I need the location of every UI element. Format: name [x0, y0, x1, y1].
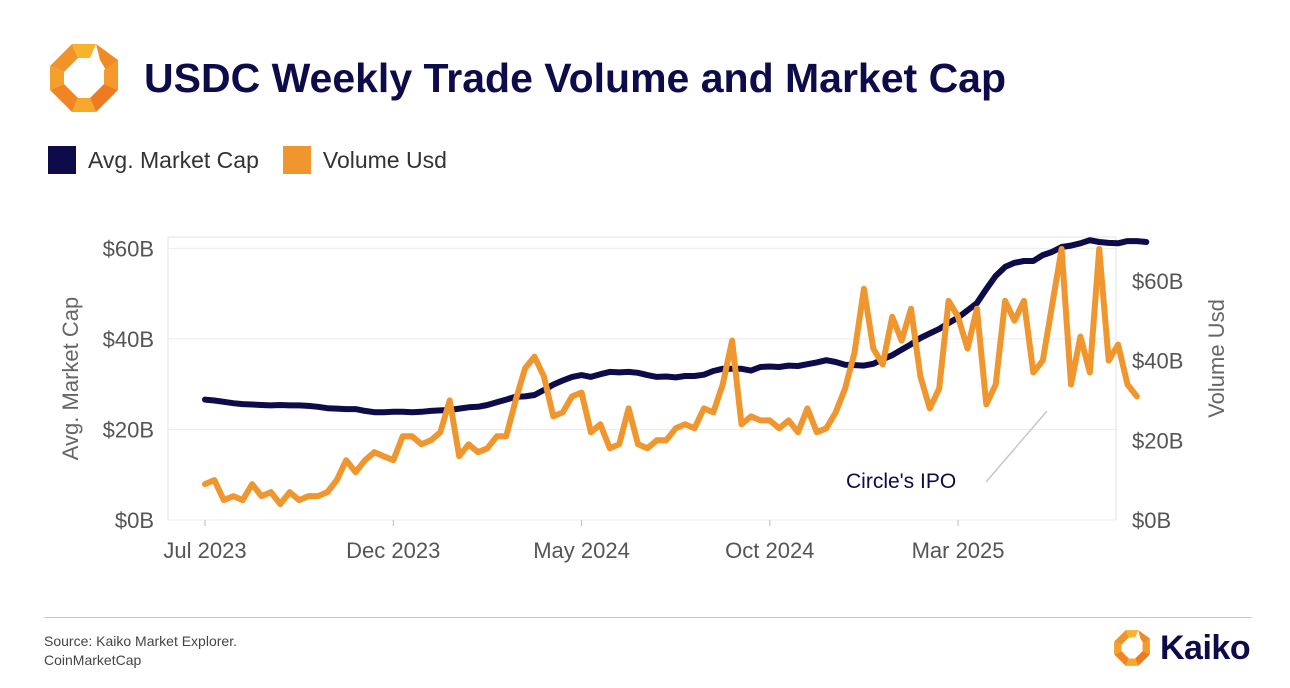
- x-tick-label: Dec 2023: [346, 538, 440, 563]
- x-tick-label: Oct 2024: [725, 538, 814, 563]
- left-tick-label: $0B: [115, 508, 154, 533]
- right-tick-label: $0B: [1132, 508, 1171, 533]
- footer-divider: [44, 617, 1252, 618]
- right-tick-label: $60B: [1132, 269, 1183, 294]
- line-chart: $0B $20B $40B $60B $0B $20B $40B $60B Jul 2023 De…: [58, 236, 1229, 563]
- left-tick-label: $20B: [103, 417, 154, 442]
- right-axis-title: Volume Usd: [1204, 299, 1229, 418]
- x-tick-label: May 2024: [533, 538, 630, 563]
- brand-name: Kaiko: [1160, 628, 1251, 667]
- legend-label-volume: Volume Usd: [322, 146, 447, 173]
- legend-label-market-cap: Avg. Market Cap: [88, 146, 259, 173]
- legend: Avg. Market Cap Volume Usd: [48, 146, 471, 174]
- legend-swatch-market-cap: [48, 146, 76, 174]
- source-line-1: Source: Kaiko Market Explorer.: [44, 633, 237, 649]
- market-cap-line: [202, 237, 1150, 416]
- brand: Kaiko: [1112, 628, 1251, 668]
- x-tick-label: Mar 2025: [912, 538, 1005, 563]
- legend-item-volume: Volume Usd: [282, 146, 447, 174]
- left-tick-label: $40B: [103, 327, 154, 352]
- source-note: Source: Kaiko Market Explorer. CoinMarke…: [44, 632, 237, 670]
- right-tick-label: $20B: [1132, 428, 1183, 453]
- kaiko-brand-logo-icon: [1114, 630, 1150, 666]
- chart-header: USDC Weekly Trade Volume and Market Cap: [46, 40, 1006, 116]
- volume-line: [202, 246, 1140, 508]
- legend-swatch-volume: [282, 146, 311, 174]
- right-tick-label: $40B: [1132, 349, 1183, 374]
- plot-area: [167, 236, 1117, 521]
- left-axis-title: Avg. Market Cap: [58, 297, 83, 460]
- chart-title: USDC Weekly Trade Volume and Market Cap: [144, 54, 1007, 101]
- left-tick-label: $60B: [103, 236, 154, 261]
- annotation-leader-line: [985, 410, 1048, 483]
- kaiko-logo-icon: [50, 44, 118, 112]
- source-line-2: CoinMarketCap: [44, 652, 142, 668]
- annotation-circle-ipo: Circle's IPO: [846, 470, 956, 493]
- x-tick-label: Jul 2023: [163, 538, 246, 563]
- legend-item-market-cap: Avg. Market Cap: [48, 146, 259, 174]
